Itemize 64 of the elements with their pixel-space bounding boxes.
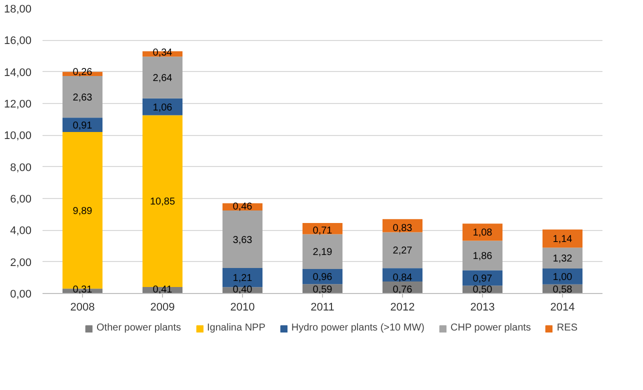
x-tick-label: 2009 xyxy=(150,302,175,314)
bar xyxy=(462,224,502,241)
y-tick-label: 10,00 xyxy=(4,130,32,142)
bar xyxy=(302,234,342,269)
data-label: 0,58 xyxy=(552,284,573,296)
y-tick-label: 12,00 xyxy=(4,98,32,110)
y-tick-label: 0,00 xyxy=(10,288,32,300)
y-tick-label: 14,00 xyxy=(4,66,32,79)
y-tick-label: 2,00 xyxy=(10,256,32,269)
legend-label: Other power plants xyxy=(96,322,182,334)
data-label: 2,19 xyxy=(312,247,333,258)
data-label: 0,83 xyxy=(392,223,413,234)
data-label: 0,41 xyxy=(152,284,173,296)
data-label: 0,84 xyxy=(392,272,413,284)
y-tick-label: 16,00 xyxy=(4,35,32,48)
data-label: 1,00 xyxy=(552,272,573,283)
data-label: 10,85 xyxy=(150,196,176,208)
y-tick-label: 18,00 xyxy=(4,4,32,16)
bar xyxy=(542,268,582,284)
y-tick-label: 8,00 xyxy=(10,162,32,174)
legend-label: Hydro power plants (>10 MW) xyxy=(291,322,424,334)
bar xyxy=(62,76,102,118)
x-tick-label: 2012 xyxy=(390,302,415,314)
data-label: 0,91 xyxy=(72,120,93,132)
data-label: 1,08 xyxy=(472,228,493,239)
bar xyxy=(382,232,422,268)
bar xyxy=(142,115,182,288)
data-label: 2,63 xyxy=(72,92,93,104)
data-label: 2,27 xyxy=(392,246,413,257)
x-tick-label: 2008 xyxy=(70,302,95,314)
bar xyxy=(462,270,502,286)
data-label: 0,40 xyxy=(232,284,253,296)
x-tick-label: 2014 xyxy=(550,302,575,314)
x-tick-label: 2011 xyxy=(310,302,334,314)
data-label: 1,21 xyxy=(232,273,253,284)
data-label: 1,06 xyxy=(152,102,173,114)
data-label: 0,76 xyxy=(392,284,413,296)
legend-label: Ignalina NPP xyxy=(207,322,266,334)
y-tick-label: 6,00 xyxy=(10,194,32,206)
bar xyxy=(222,268,262,288)
data-label: 0,34 xyxy=(152,48,173,59)
data-label: 3,63 xyxy=(232,234,253,246)
bar xyxy=(542,248,582,268)
y-tick-label: 4,00 xyxy=(10,225,32,238)
data-label: 1,14 xyxy=(552,234,573,246)
bar xyxy=(302,223,342,234)
x-tick-label: 2010 xyxy=(230,302,255,314)
data-label: 1,86 xyxy=(472,251,493,262)
data-label: 0,71 xyxy=(312,225,333,236)
data-label: 2,64 xyxy=(152,73,173,84)
legend-label: RES xyxy=(556,322,578,334)
data-label: 0,59 xyxy=(312,284,333,296)
x-tick-label: 2013 xyxy=(470,302,495,314)
bar xyxy=(142,56,182,98)
bar xyxy=(222,210,262,268)
data-label: 0,50 xyxy=(472,284,493,296)
legend-label: CHP power plants xyxy=(450,322,531,334)
bar xyxy=(542,230,582,248)
data-label: 1,32 xyxy=(552,254,573,265)
bar xyxy=(462,240,502,270)
data-label: 0,97 xyxy=(472,273,493,284)
data-label: 9,89 xyxy=(72,206,93,217)
data-label: 0,46 xyxy=(232,202,253,213)
data-label: 0,96 xyxy=(312,272,333,284)
